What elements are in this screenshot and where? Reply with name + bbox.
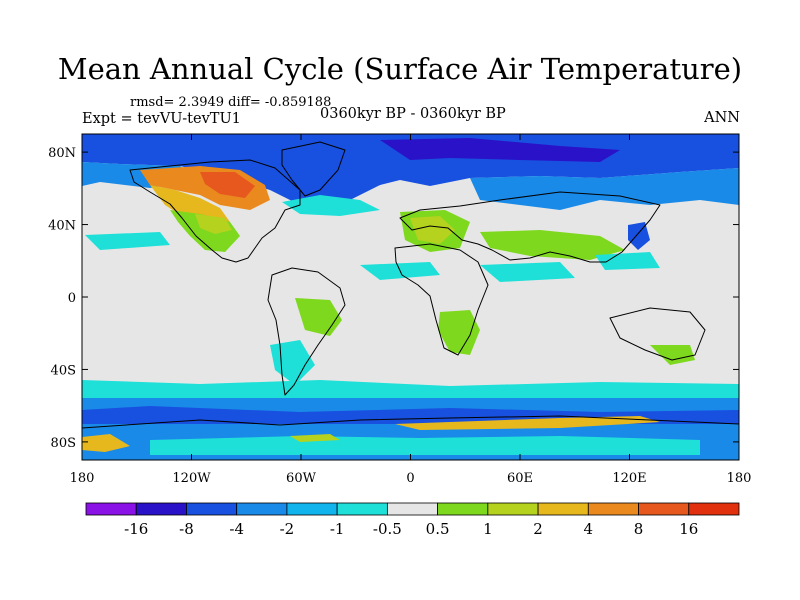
colorbar-swatch bbox=[386, 502, 439, 516]
colorbar-swatch bbox=[336, 502, 388, 516]
colorbar-label: 4 bbox=[584, 520, 594, 538]
colorbar-labels: -16 -8 -4 -2 -1 -0.5 0.5 1 2 4 8 16 bbox=[124, 520, 698, 538]
stats-label: rmsd= 2.3949 diff= -0.859188 bbox=[130, 95, 332, 110]
lat-tick-group bbox=[82, 151, 739, 443]
period-label: 0360kyr BP - 0360kyr BP bbox=[320, 106, 506, 122]
canada-dark-orange bbox=[200, 172, 255, 198]
australia-green bbox=[650, 345, 695, 365]
colorbar-swatch bbox=[587, 502, 639, 516]
colorbar-label: -1 bbox=[330, 520, 345, 538]
colorbar-swatch bbox=[186, 502, 238, 516]
colorbar-label: -4 bbox=[229, 520, 244, 538]
colorbar-label: 16 bbox=[679, 520, 698, 538]
arctic-deep-blue bbox=[380, 138, 620, 162]
colorbar-swatch bbox=[437, 502, 489, 516]
antarctic-warm-2 bbox=[395, 416, 660, 430]
colorbar-label: 8 bbox=[634, 520, 644, 538]
colorbar-swatch bbox=[537, 502, 589, 516]
colorbar-label: -2 bbox=[280, 520, 295, 538]
experiment-label: Expt = tevVU-tevTU1 bbox=[82, 111, 241, 127]
lon-tick-group bbox=[81, 134, 740, 460]
coastlines bbox=[82, 141, 739, 429]
colorbar-label: -8 bbox=[179, 520, 194, 538]
lat-label: 80S bbox=[51, 436, 76, 451]
antarctic-warm-3 bbox=[290, 434, 340, 442]
tropical-cyan-4 bbox=[595, 252, 660, 270]
anomaly-field bbox=[82, 134, 739, 460]
lat-label: 40S bbox=[51, 363, 76, 378]
lon-label: 120W bbox=[172, 471, 211, 486]
antarctic-warm-1 bbox=[82, 434, 130, 452]
lat-label: 40N bbox=[48, 219, 76, 234]
us-olive bbox=[195, 214, 232, 234]
colorbar-label: 0.5 bbox=[426, 520, 450, 538]
plot-title: Mean Annual Cycle (Surface Air Temperatu… bbox=[57, 52, 743, 86]
season-label: ANN bbox=[704, 110, 740, 126]
lon-label: 0 bbox=[406, 471, 414, 486]
colorbar-swatch bbox=[286, 502, 338, 516]
greenland-dark-blue bbox=[270, 140, 420, 210]
lat-label-group: 80N 40N 0 40S 80S bbox=[48, 146, 76, 451]
lon-label: 60W bbox=[286, 471, 317, 486]
colorbar-label: -16 bbox=[124, 520, 148, 538]
atlantic-cyan bbox=[282, 195, 380, 216]
north-america-yellow bbox=[150, 185, 230, 226]
southern-africa-green bbox=[438, 310, 480, 355]
lon-label: 120E bbox=[612, 471, 646, 486]
colorbar bbox=[85, 502, 740, 516]
colorbar-label: 2 bbox=[533, 520, 543, 538]
colorbar-swatch bbox=[487, 502, 539, 516]
colorbar-swatch bbox=[638, 502, 690, 516]
lat-label: 0 bbox=[68, 291, 76, 306]
tropical-cyan-3 bbox=[480, 262, 575, 282]
colorbar-label: -0.5 bbox=[373, 520, 402, 538]
colorbar-swatch bbox=[236, 502, 288, 516]
lon-label-group: 180 120W 60W 0 60E 120E 180 bbox=[70, 471, 752, 486]
southern-ocean-cyan bbox=[82, 380, 739, 400]
colorbar-label: 1 bbox=[483, 520, 493, 538]
siberia-light-blue bbox=[470, 168, 739, 210]
tropical-cyan-1 bbox=[85, 232, 170, 250]
antarctic-cyan bbox=[150, 436, 700, 455]
lon-label: 60E bbox=[507, 471, 533, 486]
lon-label: 180 bbox=[70, 471, 95, 486]
south-atlantic-cyan bbox=[270, 340, 315, 385]
lon-label: 180 bbox=[727, 471, 752, 486]
lat-label: 80N bbox=[48, 146, 76, 161]
colorbar-swatch bbox=[135, 502, 187, 516]
east-asia-blue bbox=[628, 222, 650, 250]
south-america-green bbox=[295, 298, 342, 336]
asia-green bbox=[480, 230, 625, 260]
north-africa-olive bbox=[410, 216, 455, 244]
colorbar-swatch bbox=[85, 502, 137, 516]
colorbar-swatch bbox=[688, 502, 740, 516]
